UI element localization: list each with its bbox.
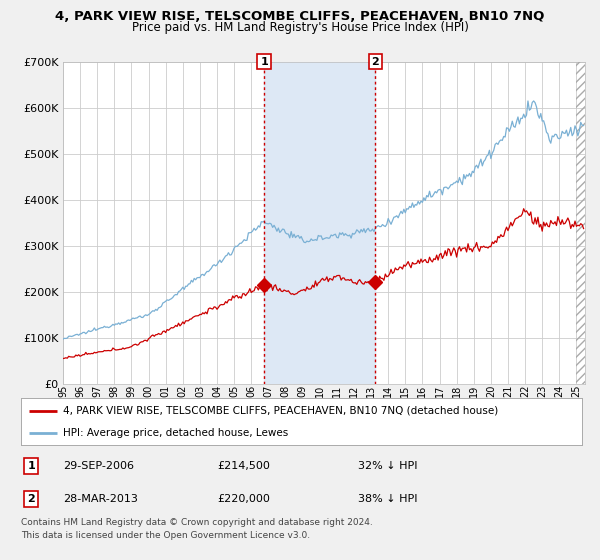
Text: Contains HM Land Registry data © Crown copyright and database right 2024.: Contains HM Land Registry data © Crown c…	[21, 518, 373, 527]
Text: HPI: Average price, detached house, Lewes: HPI: Average price, detached house, Lewe…	[63, 428, 289, 438]
Text: 1: 1	[27, 461, 35, 471]
Text: 28-MAR-2013: 28-MAR-2013	[63, 494, 138, 504]
Text: 2: 2	[27, 494, 35, 504]
Text: £220,000: £220,000	[217, 494, 270, 504]
Text: 1: 1	[260, 57, 268, 67]
Text: 29-SEP-2006: 29-SEP-2006	[63, 461, 134, 471]
Text: Price paid vs. HM Land Registry's House Price Index (HPI): Price paid vs. HM Land Registry's House …	[131, 21, 469, 34]
Text: £214,500: £214,500	[217, 461, 270, 471]
Text: 32% ↓ HPI: 32% ↓ HPI	[358, 461, 417, 471]
Bar	[577, 62, 585, 384]
Text: This data is licensed under the Open Government Licence v3.0.: This data is licensed under the Open Gov…	[21, 531, 310, 540]
Text: 2: 2	[371, 57, 379, 67]
Bar	[264, 62, 375, 384]
Text: 38% ↓ HPI: 38% ↓ HPI	[358, 494, 417, 504]
Text: 4, PARK VIEW RISE, TELSCOMBE CLIFFS, PEACEHAVEN, BN10 7NQ: 4, PARK VIEW RISE, TELSCOMBE CLIFFS, PEA…	[55, 10, 545, 23]
Text: 4, PARK VIEW RISE, TELSCOMBE CLIFFS, PEACEHAVEN, BN10 7NQ (detached house): 4, PARK VIEW RISE, TELSCOMBE CLIFFS, PEA…	[63, 406, 499, 416]
